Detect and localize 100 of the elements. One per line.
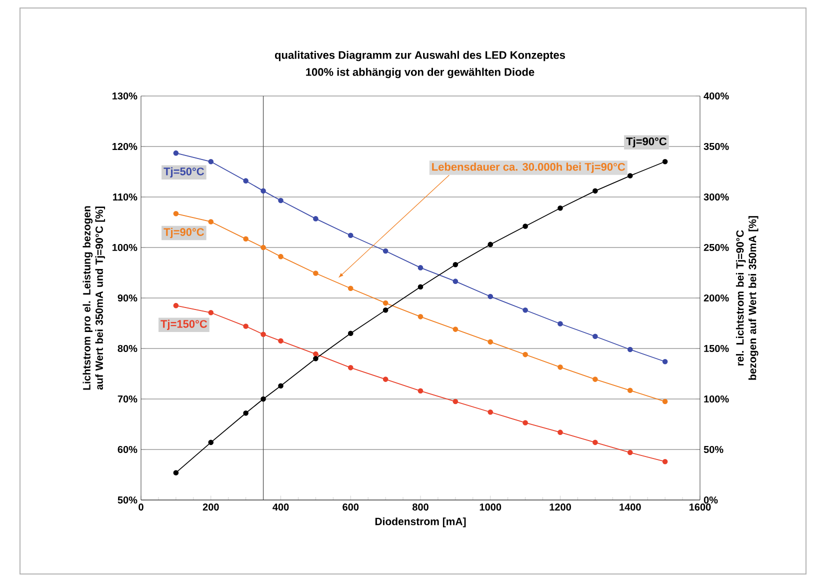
y2-axis-title: rel. Lichtstrom bei Tj=90°C bezogen auf Wert bei 350mA [%] (736, 216, 758, 380)
x-tick-label: 0 (138, 504, 144, 511)
point (348, 365, 354, 370)
x-tick-label: 1000 (480, 504, 502, 511)
point (418, 284, 424, 290)
point (278, 383, 284, 389)
point (208, 440, 214, 446)
x-axis-title: Diodenstrom [mA] (375, 517, 466, 528)
y-tick-label: 80% (118, 344, 138, 352)
point (243, 178, 248, 184)
point (208, 158, 214, 164)
point (382, 248, 388, 254)
point (382, 307, 388, 313)
x-tick-label: 1600 (690, 504, 711, 511)
point (627, 388, 633, 394)
point (313, 356, 318, 362)
y-tick-label: 60% (118, 446, 138, 454)
point (348, 330, 354, 336)
point (313, 351, 318, 357)
y-tick-label: 70% (118, 395, 138, 403)
chart-title: qualitatives Diagramm zur Auswahl des LED Konzeptes (274, 50, 566, 62)
point (418, 265, 424, 270)
y-tick-label: 120% (112, 142, 138, 150)
series-label: Tj=90°C (626, 137, 667, 148)
point (260, 332, 266, 338)
point (627, 173, 633, 178)
point (452, 278, 458, 284)
y2-tick-label: 400% (704, 92, 729, 100)
x-tick-label: 400 (272, 504, 289, 511)
y2-tick-label: 0% (704, 496, 718, 504)
x-tick-label: 200 (202, 504, 219, 511)
y-tick-label: 110% (113, 193, 138, 201)
point (382, 300, 388, 306)
point (452, 398, 458, 404)
y-axis-title: Lichtstrom pro el. Leistung bezogen auf Wert bei 350mA und Tj=90°C [%] (82, 206, 106, 390)
point (208, 219, 214, 224)
point (662, 158, 668, 164)
y-tick-label: 130% (112, 92, 138, 100)
y-tick-label: 100% (112, 244, 138, 252)
point (173, 302, 179, 308)
y2-tick-label: 250% (704, 244, 729, 252)
point (662, 398, 668, 404)
point (522, 352, 528, 358)
point (522, 307, 528, 313)
y2-tick-label: 300% (704, 193, 729, 201)
point (418, 314, 424, 320)
point (558, 364, 563, 370)
point (173, 470, 179, 476)
y2-tick-label: 150% (704, 344, 729, 352)
y2-tick-label: 50% (704, 446, 724, 454)
point (260, 188, 266, 194)
point (558, 430, 563, 435)
point (243, 410, 248, 416)
point (260, 396, 266, 402)
point (592, 334, 598, 340)
y-tick-label: 90% (118, 294, 138, 302)
point (488, 339, 494, 345)
y2-tick-label: 350% (704, 142, 729, 150)
point (278, 198, 284, 204)
point (522, 224, 528, 229)
y-tick-label: 50% (118, 496, 138, 504)
x-tick-label: 1400 (620, 504, 641, 511)
point (243, 324, 248, 329)
annotation: Lebensdauer ca. 30.000h bei Tj=90°C (432, 162, 626, 173)
point (313, 216, 318, 222)
point (488, 409, 494, 415)
series-label: Tj=50°C (164, 167, 204, 178)
point (488, 294, 494, 300)
y2-tick-label: 100% (704, 395, 729, 403)
point (452, 326, 458, 332)
point (348, 232, 354, 238)
point (662, 358, 668, 364)
point (278, 338, 284, 344)
point (418, 388, 424, 394)
point (558, 321, 563, 326)
x-tick-label: 1200 (550, 504, 571, 511)
point (278, 254, 284, 260)
point (243, 236, 248, 242)
x-tick-label: 600 (342, 504, 359, 511)
point (488, 242, 494, 248)
point (592, 188, 598, 194)
point (173, 211, 179, 216)
point (662, 458, 668, 464)
y2-tick-label: 200% (704, 294, 729, 302)
point (452, 262, 458, 268)
point (592, 440, 598, 446)
point (260, 244, 266, 250)
point (313, 270, 318, 276)
point (348, 286, 354, 292)
point (522, 420, 528, 426)
point (627, 346, 633, 352)
point (592, 376, 598, 382)
series-label: Tj=90°C (164, 228, 204, 238)
x-tick-label: 800 (412, 504, 428, 511)
point (558, 205, 563, 211)
point (627, 450, 633, 456)
point (173, 150, 179, 156)
point (208, 310, 214, 316)
chart-subtitle: 100% ist abhängig von der gewählten Diode (306, 68, 534, 78)
series-label: Tj=150°C (160, 320, 208, 330)
